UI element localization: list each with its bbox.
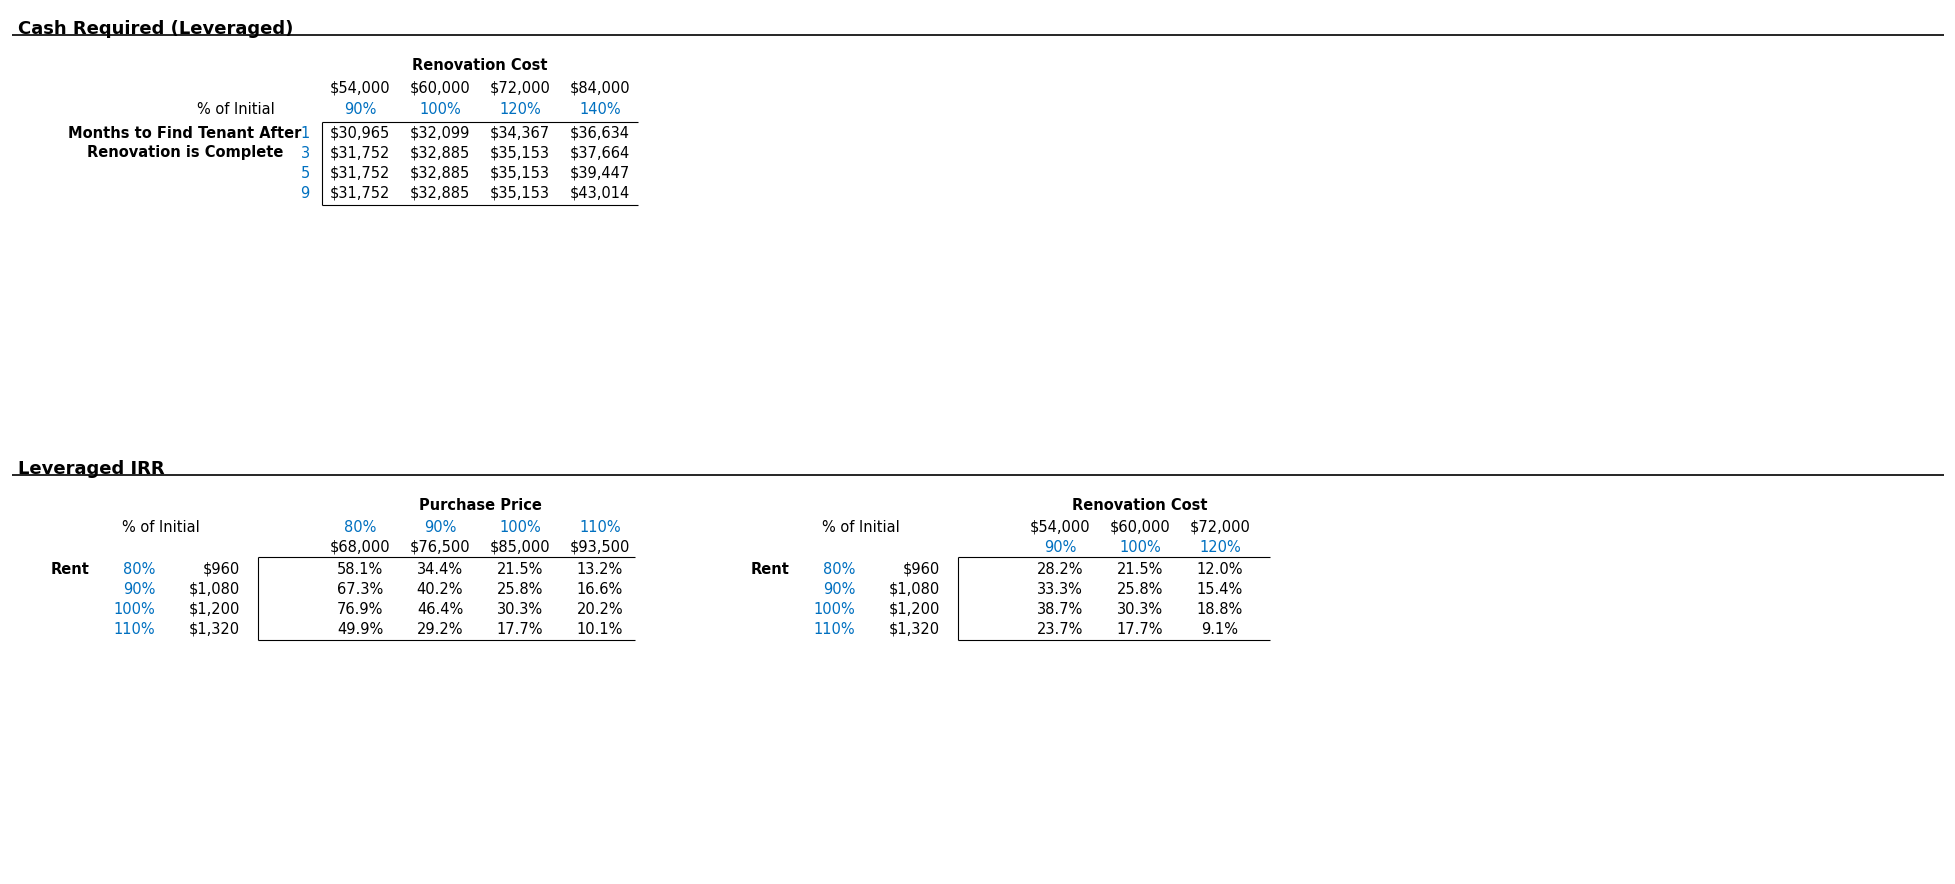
- Text: $35,153: $35,153: [491, 165, 549, 180]
- Text: 1: 1: [301, 126, 309, 141]
- Text: 67.3%: 67.3%: [336, 582, 383, 597]
- Text: $93,500: $93,500: [569, 539, 630, 554]
- Text: 3: 3: [301, 146, 309, 161]
- Text: $1,200: $1,200: [188, 601, 240, 616]
- Text: 9: 9: [301, 186, 309, 201]
- Text: 120%: 120%: [1198, 539, 1239, 554]
- Text: 18.8%: 18.8%: [1196, 601, 1243, 616]
- Text: 38.7%: 38.7%: [1036, 601, 1083, 616]
- Text: % of Initial: % of Initial: [821, 520, 899, 535]
- Text: 80%: 80%: [823, 561, 854, 576]
- Text: $54,000: $54,000: [330, 80, 391, 95]
- Text: $31,752: $31,752: [330, 165, 389, 180]
- Text: 17.7%: 17.7%: [497, 621, 543, 636]
- Text: 76.9%: 76.9%: [336, 601, 383, 616]
- Text: 110%: 110%: [113, 621, 154, 636]
- Text: 34.4%: 34.4%: [416, 561, 463, 576]
- Text: $31,752: $31,752: [330, 186, 389, 201]
- Text: Renovation Cost: Renovation Cost: [413, 57, 547, 72]
- Text: 100%: 100%: [418, 103, 461, 118]
- Text: $36,634: $36,634: [569, 126, 630, 141]
- Text: 100%: 100%: [813, 601, 854, 616]
- Text: Rent: Rent: [51, 561, 90, 576]
- Text: 30.3%: 30.3%: [1116, 601, 1163, 616]
- Text: $68,000: $68,000: [330, 539, 391, 554]
- Text: 29.2%: 29.2%: [416, 621, 463, 636]
- Text: 15.4%: 15.4%: [1196, 582, 1243, 597]
- Text: 17.7%: 17.7%: [1116, 621, 1163, 636]
- Text: 90%: 90%: [123, 582, 154, 597]
- Text: 21.5%: 21.5%: [1116, 561, 1163, 576]
- Text: $35,153: $35,153: [491, 186, 549, 201]
- Text: Cash Required (Leveraged): Cash Required (Leveraged): [18, 20, 293, 38]
- Text: Purchase Price: Purchase Price: [418, 498, 542, 513]
- Text: $31,752: $31,752: [330, 146, 389, 161]
- Text: $84,000: $84,000: [569, 80, 630, 95]
- Text: Rent: Rent: [751, 561, 790, 576]
- Text: $35,153: $35,153: [491, 146, 549, 161]
- Text: 90%: 90%: [344, 103, 375, 118]
- Text: $960: $960: [903, 561, 940, 576]
- Text: 21.5%: 21.5%: [497, 561, 543, 576]
- Text: 49.9%: 49.9%: [336, 621, 383, 636]
- Text: $85,000: $85,000: [489, 539, 549, 554]
- Text: $32,885: $32,885: [411, 186, 469, 201]
- Text: $43,014: $43,014: [569, 186, 630, 201]
- Text: $60,000: $60,000: [1108, 520, 1169, 535]
- Text: 28.2%: 28.2%: [1036, 561, 1083, 576]
- Text: $960: $960: [203, 561, 240, 576]
- Text: 9.1%: 9.1%: [1200, 621, 1238, 636]
- Text: $39,447: $39,447: [569, 165, 630, 180]
- Text: 5: 5: [301, 165, 309, 180]
- Text: $60,000: $60,000: [409, 80, 469, 95]
- Text: $34,367: $34,367: [489, 126, 549, 141]
- Text: $32,885: $32,885: [411, 146, 469, 161]
- Text: 10.1%: 10.1%: [577, 621, 624, 636]
- Text: 25.8%: 25.8%: [497, 582, 543, 597]
- Text: $72,000: $72,000: [1189, 520, 1249, 535]
- Text: 20.2%: 20.2%: [577, 601, 624, 616]
- Text: Leveraged IRR: Leveraged IRR: [18, 460, 164, 478]
- Text: $1,320: $1,320: [888, 621, 940, 636]
- Text: $76,500: $76,500: [409, 539, 469, 554]
- Text: 40.2%: 40.2%: [416, 582, 463, 597]
- Text: 140%: 140%: [579, 103, 620, 118]
- Text: 100%: 100%: [499, 520, 542, 535]
- Text: 90%: 90%: [424, 520, 456, 535]
- Text: 100%: 100%: [1118, 539, 1159, 554]
- Text: 58.1%: 58.1%: [336, 561, 383, 576]
- Text: $1,200: $1,200: [888, 601, 940, 616]
- Text: 33.3%: 33.3%: [1036, 582, 1083, 597]
- Text: $54,000: $54,000: [1028, 520, 1089, 535]
- Text: 16.6%: 16.6%: [577, 582, 624, 597]
- Text: $72,000: $72,000: [489, 80, 549, 95]
- Text: 30.3%: 30.3%: [497, 601, 543, 616]
- Text: 120%: 120%: [499, 103, 542, 118]
- Text: $30,965: $30,965: [330, 126, 389, 141]
- Text: Months to Find Tenant After: Months to Find Tenant After: [68, 126, 301, 141]
- Text: 13.2%: 13.2%: [577, 561, 624, 576]
- Text: % of Initial: % of Initial: [121, 520, 199, 535]
- Text: $32,885: $32,885: [411, 165, 469, 180]
- Text: $1,080: $1,080: [888, 582, 940, 597]
- Text: 23.7%: 23.7%: [1036, 621, 1083, 636]
- Text: 110%: 110%: [579, 520, 620, 535]
- Text: $1,080: $1,080: [188, 582, 240, 597]
- Text: Renovation is Complete: Renovation is Complete: [86, 146, 283, 161]
- Text: $32,099: $32,099: [411, 126, 469, 141]
- Text: Renovation Cost: Renovation Cost: [1071, 498, 1206, 513]
- Text: $37,664: $37,664: [569, 146, 630, 161]
- Text: 110%: 110%: [813, 621, 854, 636]
- Text: 46.4%: 46.4%: [416, 601, 463, 616]
- Text: % of Initial: % of Initial: [197, 103, 276, 118]
- Text: 25.8%: 25.8%: [1116, 582, 1163, 597]
- Text: 80%: 80%: [123, 561, 154, 576]
- Text: 90%: 90%: [823, 582, 854, 597]
- Text: 100%: 100%: [113, 601, 154, 616]
- Text: 80%: 80%: [344, 520, 375, 535]
- Text: $1,320: $1,320: [190, 621, 240, 636]
- Text: 12.0%: 12.0%: [1196, 561, 1243, 576]
- Text: 90%: 90%: [1044, 539, 1075, 554]
